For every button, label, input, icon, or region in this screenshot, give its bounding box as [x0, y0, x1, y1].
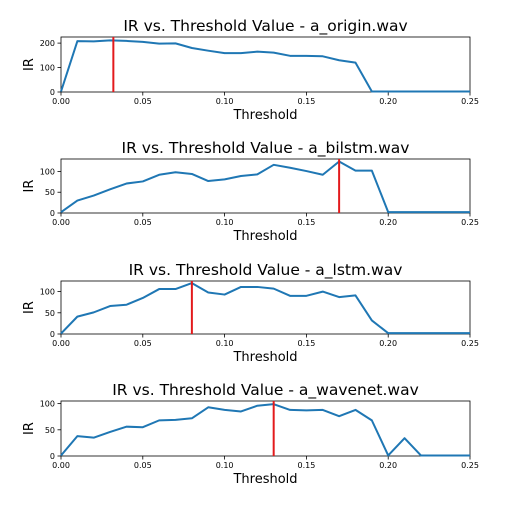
y-tick-label: 200 — [40, 39, 55, 48]
x-tick-label: 0.05 — [134, 339, 152, 348]
y-tick-label: 100 — [40, 64, 55, 73]
y-axis-label: IR — [22, 422, 37, 435]
x-tick-label: 0.05 — [134, 97, 152, 106]
series-line — [60, 403, 470, 457]
x-tick-label: 0.10 — [216, 97, 234, 106]
y-tick-label: 50 — [45, 188, 55, 197]
axes-frame — [60, 36, 471, 93]
chart-title: IR vs. Threshold Value - a_bilstm.wav — [122, 139, 410, 158]
axes-frame — [60, 280, 471, 335]
y-tick-label: 0 — [50, 452, 55, 461]
y-axis-label: IR — [22, 180, 37, 193]
series-line — [60, 282, 470, 335]
x-tick-label: 0.15 — [297, 461, 315, 470]
x-tick-label: 0.00 — [52, 218, 70, 227]
x-tick-label: 0.15 — [297, 97, 315, 106]
axes-frame — [60, 400, 471, 457]
x-tick-label: 0.10 — [216, 339, 234, 348]
chart-title: IR vs. Threshold Value - a_origin.wav — [123, 17, 407, 36]
x-tick-label: 0.00 — [52, 339, 70, 348]
x-tick-label: 0.20 — [379, 218, 397, 227]
x-axis-label: Threshold — [232, 108, 297, 123]
x-tick-label: 0.25 — [461, 218, 479, 227]
x-tick-label: 0.25 — [461, 461, 479, 470]
x-tick-label: 0.00 — [52, 97, 70, 106]
chart-title: IR vs. Threshold Value - a_lstm.wav — [129, 261, 403, 280]
x-tick-label: 0.20 — [379, 97, 397, 106]
y-tick-label: 100 — [40, 400, 55, 409]
x-tick-label: 0.25 — [461, 97, 479, 106]
axes-frame — [60, 158, 471, 214]
y-tick-label: 0 — [50, 209, 55, 218]
chart-panel-1: IR vs. Threshold Value - a_origin.wav 0.0… — [22, 17, 479, 123]
x-tick-label: 0.25 — [461, 339, 479, 348]
y-axis-label: IR — [22, 58, 37, 71]
x-axis-label: Threshold — [232, 472, 297, 487]
x-tick-label: 0.20 — [379, 339, 397, 348]
x-tick-label: 0.15 — [297, 339, 315, 348]
x-axis-label: Threshold — [232, 229, 297, 244]
y-tick-label: 100 — [40, 288, 55, 297]
x-tick-label: 0.10 — [216, 461, 234, 470]
x-tick-label: 0.20 — [379, 461, 397, 470]
y-axis-label: IR — [22, 301, 37, 314]
y-tick-label: 50 — [45, 426, 55, 435]
x-tick-label: 0.05 — [134, 461, 152, 470]
chart-panel-2: IR vs. Threshold Value - a_bilstm.wav 0.0… — [22, 139, 479, 244]
x-tick-label: 0.05 — [134, 218, 152, 227]
x-tick-label: 0.00 — [52, 461, 70, 470]
y-tick-label: 50 — [45, 309, 55, 318]
x-tick-label: 0.15 — [297, 218, 315, 227]
chart-title: IR vs. Threshold Value - a_wavenet.wav — [112, 381, 419, 400]
x-axis-label: Threshold — [232, 350, 297, 365]
y-tick-label: 0 — [50, 88, 55, 97]
series-line — [60, 160, 470, 214]
y-tick-label: 100 — [40, 167, 55, 176]
y-tick-label: 0 — [50, 330, 55, 339]
x-tick-label: 0.10 — [216, 218, 234, 227]
series-line — [60, 39, 470, 93]
chart-panel-4: IR vs. Threshold Value - a_wavenet.wav 0.… — [22, 381, 479, 487]
